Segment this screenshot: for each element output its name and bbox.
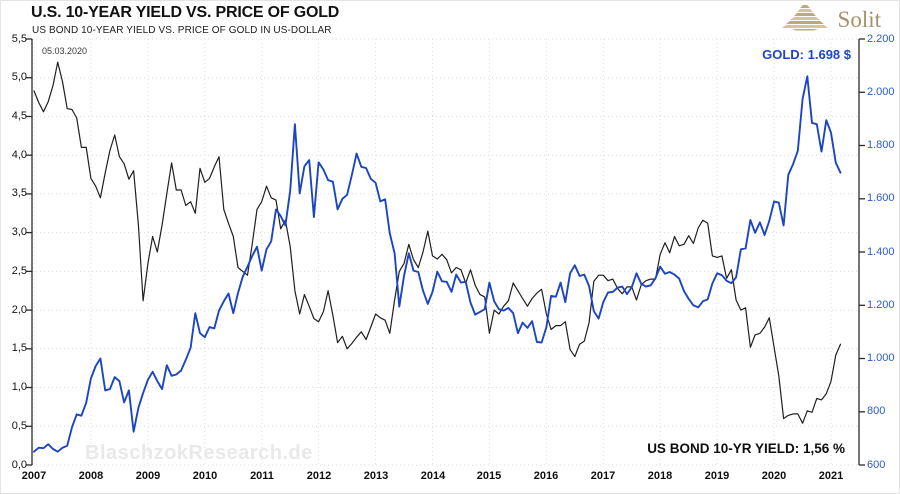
x-axis-tick-label: 2018 — [647, 470, 673, 482]
series-line-gold — [33, 75, 842, 453]
solit-logo: Solit — [781, 4, 881, 36]
x-axis-tick-label: 2017 — [590, 470, 616, 482]
pyramid-logo-icon — [781, 4, 828, 36]
x-axis-tick-label: 2007 — [21, 470, 47, 482]
x-axis-tick-label: 2008 — [78, 470, 104, 482]
y-axis-left-tick-label: 5,5 — [11, 33, 27, 45]
x-axis-tick-label: 2015 — [476, 470, 502, 482]
y-axis-right-tick-label: 600 — [867, 459, 886, 471]
y-axis-right-tick-label: 1.200 — [867, 299, 895, 311]
date-annotation: 05.03.2020 — [42, 46, 88, 56]
logo-text: Solit — [837, 7, 881, 32]
y-axis-right-tick-label: 2.200 — [867, 33, 895, 45]
y-axis-left-tick-label: 0,5 — [11, 420, 27, 432]
y-axis-right-tick-label: 1.600 — [867, 192, 895, 204]
y-axis-left-tick-label: 2,5 — [11, 265, 27, 277]
x-axis-tick-label: 2011 — [250, 470, 274, 482]
y-axis-left-tick-label: 1,0 — [11, 381, 27, 393]
x-axis-tick-label: 2012 — [306, 470, 332, 482]
y-axis-right-tick-label: 1.000 — [867, 352, 895, 364]
y-axis-right-tick-label: 2.000 — [867, 86, 895, 98]
y-axis-left-tick-label: 4,0 — [11, 149, 27, 161]
y-axis-right-tick-label: 800 — [867, 405, 886, 417]
gold-value-label: GOLD: 1.698 $ — [762, 47, 851, 62]
yield-value-label: US BOND 10-YR YIELD: 1,56 % — [647, 441, 845, 456]
x-axis-tick-label: 2021 — [818, 470, 844, 482]
y-axis-left-tick-label: 3,5 — [11, 187, 27, 199]
x-axis-tick-label: 2019 — [704, 470, 730, 482]
y-axis-right-tick-label: 1.400 — [867, 246, 895, 258]
y-axis-left-tick-label: 4,5 — [11, 110, 27, 122]
x-axis-tick-label: 2020 — [761, 470, 787, 482]
y-axis-left-tick-label: 0,0 — [11, 459, 27, 471]
y-axis-left-tick-label: 1,5 — [11, 342, 27, 354]
x-axis-tick-label: 2013 — [363, 470, 389, 482]
y-axis-left-tick-label: 5,0 — [11, 71, 27, 83]
x-axis-tick-label: 2010 — [192, 470, 218, 482]
y-axis-left-tick-label: 2,0 — [11, 304, 27, 316]
y-axis-left-tick-label: 3,0 — [11, 226, 27, 238]
x-axis-tick-label: 2016 — [533, 470, 559, 482]
x-axis-tick-label: 2014 — [420, 470, 446, 482]
chart-title: U.S. 10-YEAR YIELD VS. PRICE OF GOLD — [31, 4, 340, 21]
chart-subtitle: US BOND 10-YEAR YIELD VS. PRICE OF GOLD … — [32, 25, 332, 36]
y-axis-right-tick-label: 1.800 — [867, 139, 895, 151]
series-line-yield — [33, 61, 842, 424]
x-axis-tick-label: 2009 — [135, 470, 161, 482]
watermark: BlaschzokResearch.de — [85, 442, 313, 464]
